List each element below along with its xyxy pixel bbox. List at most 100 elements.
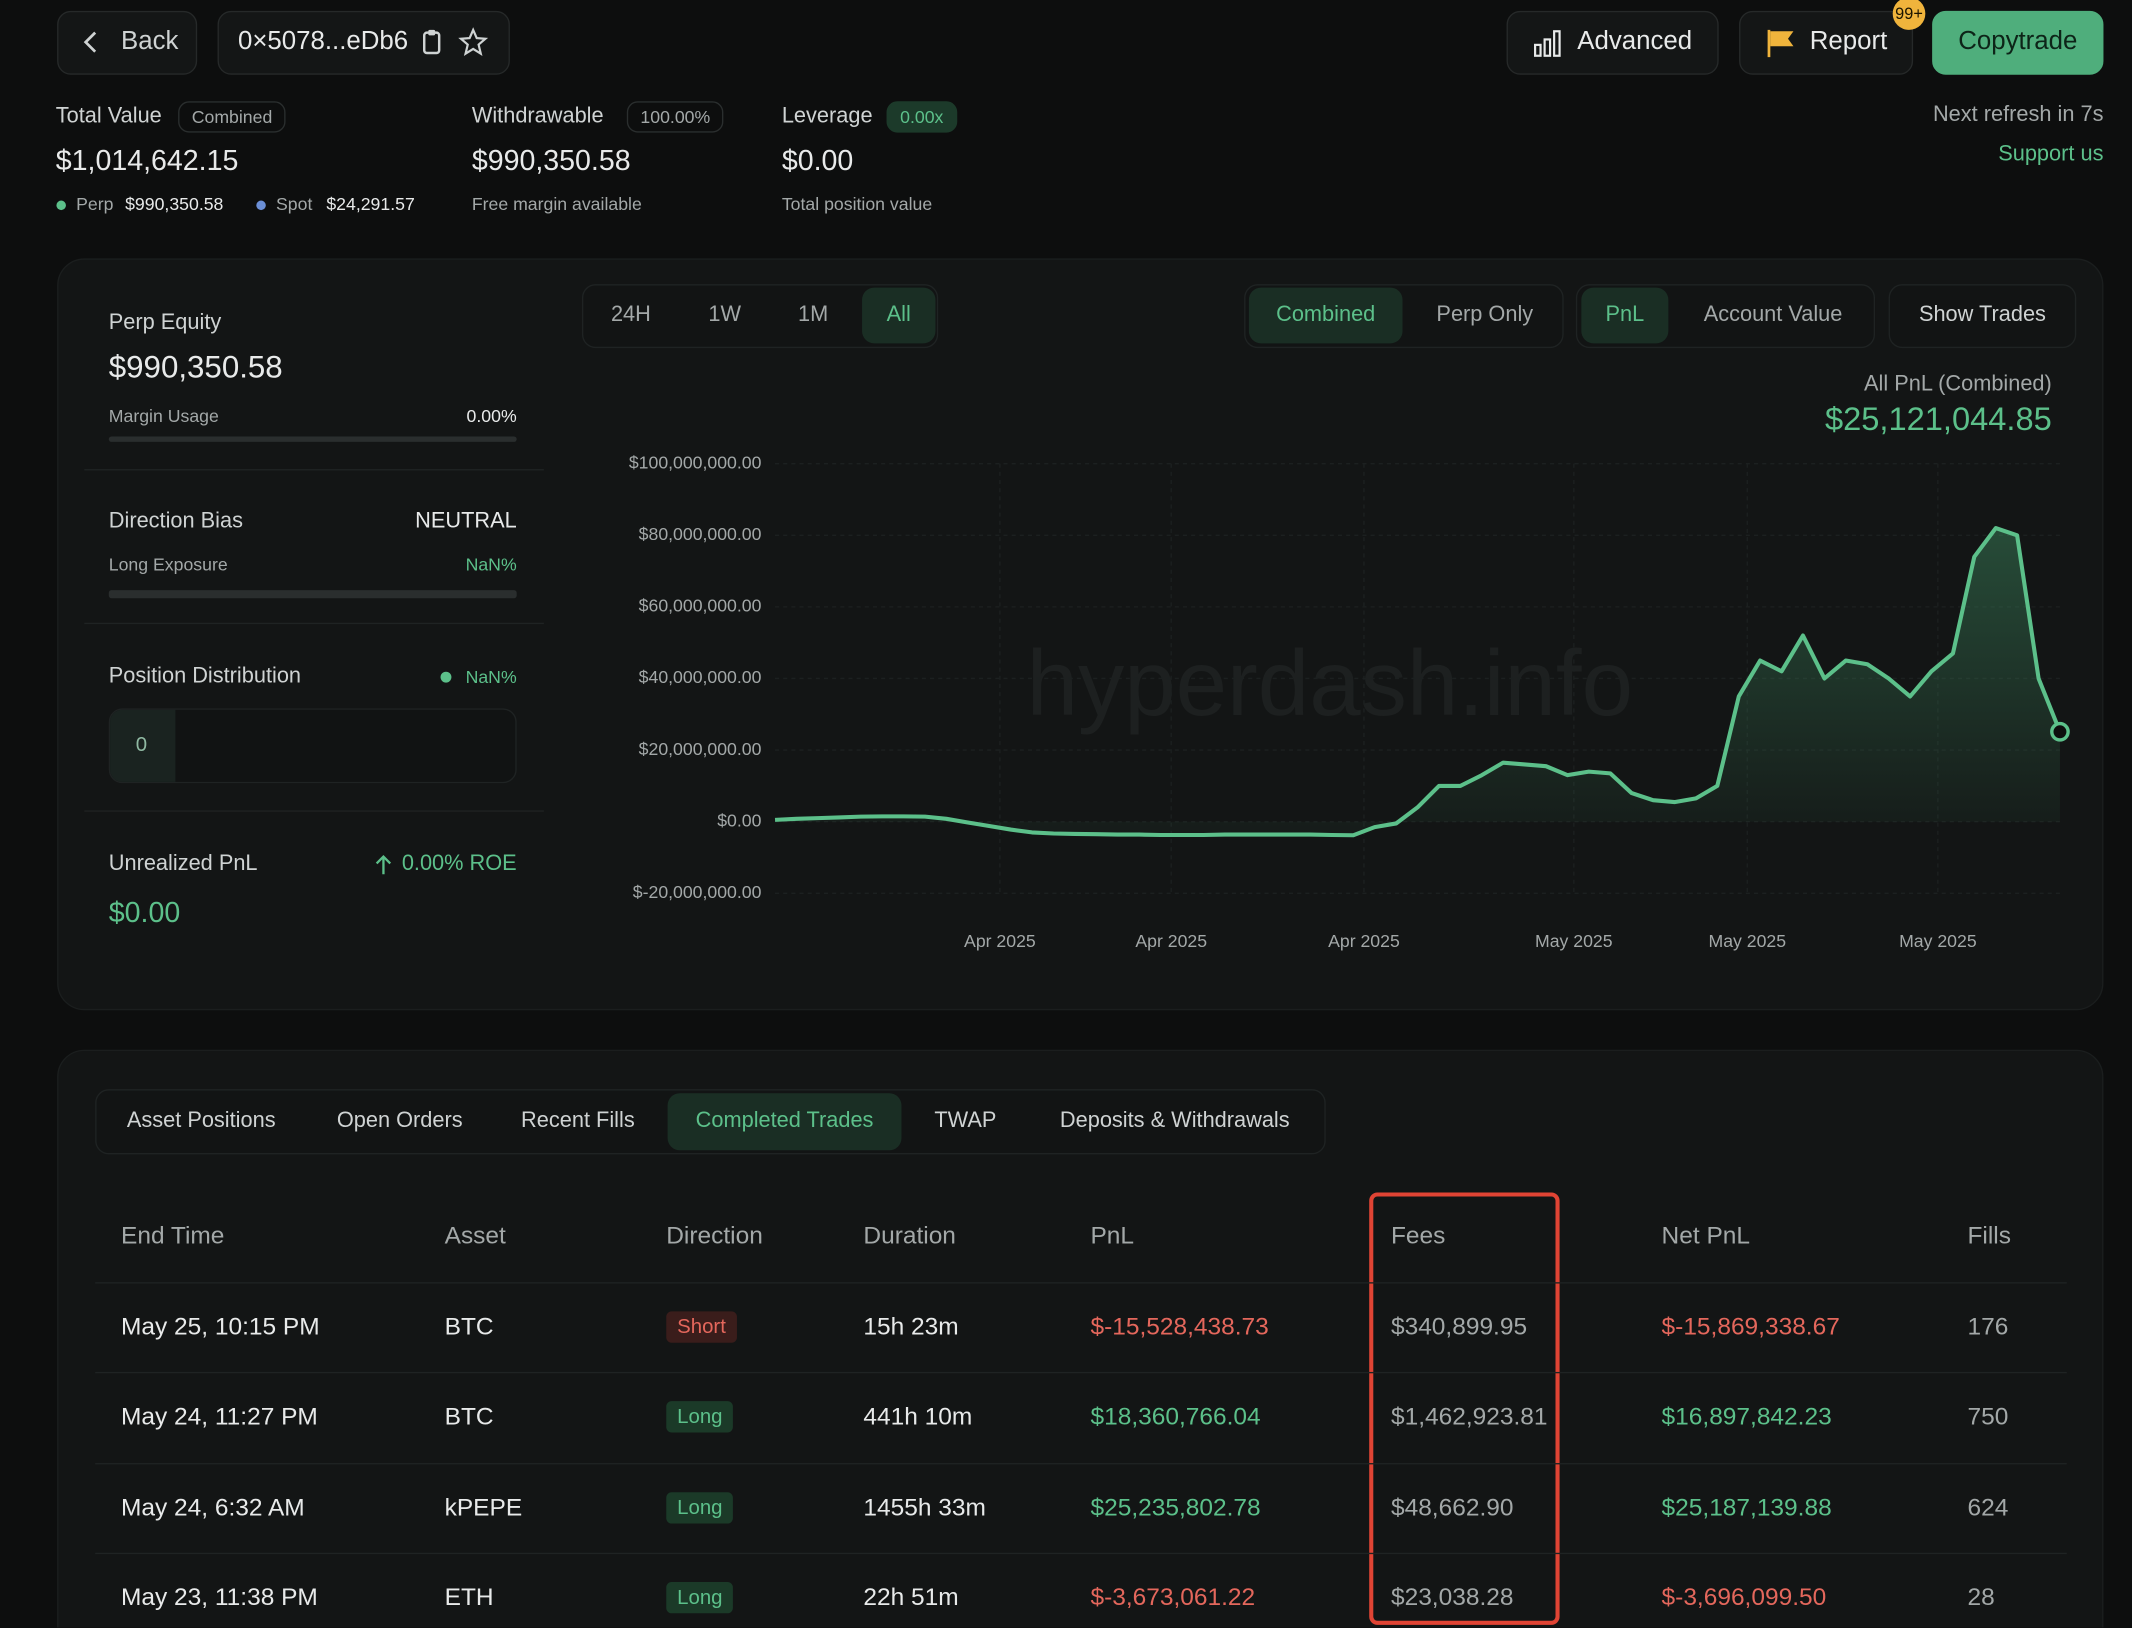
stat-value: $0.00	[781, 145, 854, 177]
address: 0×5078...eDb6	[237, 27, 409, 56]
table-cell: $23,038.28	[1390, 1583, 1514, 1611]
panel-subvalue: NaN%	[465, 554, 517, 575]
panel-value: $990,350.58	[108, 348, 283, 385]
table-cell: 15h 23m	[863, 1312, 959, 1340]
direction-badge: Short	[666, 1311, 737, 1343]
report-badge-bg	[1892, 0, 1926, 30]
table-cell: $340,899.95	[1390, 1312, 1528, 1340]
end-point	[2050, 721, 2070, 742]
stat-value: $1,014,642.15	[55, 145, 239, 177]
row-separator	[95, 1463, 2067, 1465]
tab[interactable]: Deposits & Withdrawals	[1059, 1109, 1290, 1133]
table-cell: 750	[1967, 1402, 2009, 1430]
tab[interactable]: Recent Fills	[521, 1109, 635, 1133]
star-icon[interactable]	[458, 27, 489, 57]
control-option[interactable]: 1M	[797, 303, 829, 327]
x-tick-label: May 2025	[1709, 931, 1787, 951]
panel-value: NEUTRAL	[415, 509, 517, 534]
column-header[interactable]: Direction	[666, 1221, 763, 1249]
spot-label: Spot	[276, 193, 313, 215]
tab[interactable]: Asset Positions	[126, 1109, 276, 1133]
show-trades-button[interactable]	[1888, 284, 2077, 349]
flag-icon	[1767, 29, 1794, 58]
x-tick-label: May 2025	[1535, 931, 1613, 951]
area-fill	[775, 528, 2060, 836]
panel-value: $0.00	[108, 897, 181, 929]
tab[interactable]: TWAP	[934, 1109, 997, 1133]
advanced-button[interactable]	[1506, 10, 1719, 75]
x-tick-label: Apr 2025	[964, 931, 1036, 951]
control-option[interactable]: PnL	[1605, 303, 1645, 327]
tab[interactable]: Open Orders	[336, 1109, 463, 1133]
usage-bar	[108, 436, 517, 442]
table-cell: BTC	[444, 1312, 494, 1340]
panel-sublabel: Long Exposure	[108, 554, 228, 575]
pnl-line	[774, 526, 2062, 838]
back-button[interactable]	[57, 10, 198, 75]
control-option[interactable]: Account Value	[1703, 303, 1843, 327]
column-header[interactable]: Duration	[863, 1221, 956, 1249]
column-header[interactable]: Fees	[1390, 1221, 1446, 1249]
y-tick-label: $40,000,000.00	[639, 667, 762, 687]
control-option[interactable]: 24H	[610, 303, 651, 327]
chart-total: $25,121,044.85	[1825, 400, 2052, 437]
watermark: hyperdash.info	[1027, 631, 1633, 735]
active-control-bg	[1581, 287, 1669, 344]
table-cell: 176	[1967, 1312, 2009, 1340]
y-tick-label: $60,000,000.00	[639, 596, 762, 616]
y-tick-label: $20,000,000.00	[639, 739, 762, 759]
control-option[interactable]: 1W	[708, 303, 742, 327]
x-tick-label: Apr 2025	[1135, 931, 1207, 951]
tab[interactable]: Completed Trades	[695, 1109, 874, 1133]
perp-dot	[56, 200, 66, 211]
table-cell: $16,897,842.23	[1661, 1402, 1832, 1430]
row-separator	[95, 1282, 2067, 1284]
separator	[84, 810, 544, 812]
control-option[interactable]: Perp Only	[1436, 303, 1534, 327]
stat-label: Withdrawable	[471, 104, 604, 128]
table-cell: May 24, 11:27 PM	[121, 1402, 318, 1430]
distribution-box	[108, 708, 517, 784]
table-cell: BTC	[444, 1402, 494, 1430]
column-header[interactable]: Net PnL	[1661, 1221, 1750, 1249]
stat-badge: Combined	[178, 101, 286, 133]
advanced-label: Advanced	[1577, 27, 1693, 56]
control-option[interactable]: All	[886, 303, 911, 327]
y-tick-label: $80,000,000.00	[639, 524, 762, 544]
table-cell: 624	[1967, 1493, 2009, 1521]
report-label: Report	[1809, 27, 1888, 56]
column-header[interactable]: Fills	[1967, 1221, 2011, 1249]
table-cell: May 23, 11:38 PM	[121, 1583, 318, 1611]
panel-label: Position Distribution	[108, 664, 302, 689]
chart-title: All PnL (Combined)	[1864, 371, 2052, 396]
copytrade-label: Copytrade	[1958, 27, 2078, 56]
table-cell: $18,360,766.04	[1090, 1402, 1261, 1430]
support-link[interactable]: Support us	[1998, 142, 2104, 166]
x-tick-label: May 2025	[1899, 931, 1977, 951]
stat-label: Leverage	[781, 104, 873, 128]
x-tick-label: Apr 2025	[1328, 931, 1400, 951]
table-cell: ETH	[444, 1583, 494, 1611]
panel-label: Unrealized PnL	[108, 852, 258, 876]
table-cell: 441h 10m	[863, 1402, 973, 1430]
advanced-icon	[1534, 30, 1561, 57]
stat-badge: 100.00%	[626, 101, 724, 133]
control-option[interactable]: Combined	[1276, 303, 1376, 327]
panel-label: Perp Equity	[108, 311, 222, 335]
table-cell: $-15,528,438.73	[1090, 1312, 1269, 1340]
column-header[interactable]: Asset	[444, 1221, 506, 1249]
column-header[interactable]: End Time	[121, 1221, 225, 1249]
exposure-bar	[108, 590, 517, 599]
copy-icon[interactable]	[422, 29, 444, 56]
back-icon	[83, 31, 97, 53]
copytrade-button[interactable]	[1932, 10, 2104, 75]
spot-dot	[256, 200, 266, 211]
column-header[interactable]: PnL	[1090, 1221, 1135, 1249]
direction-badge: Long	[666, 1582, 734, 1614]
table-cell: $-3,696,099.50	[1661, 1583, 1827, 1611]
row-separator	[95, 1371, 2067, 1374]
table-cell: 28	[1967, 1583, 1995, 1611]
table-cell: $-15,869,338.67	[1661, 1312, 1840, 1340]
active-tab-bg	[667, 1093, 902, 1151]
